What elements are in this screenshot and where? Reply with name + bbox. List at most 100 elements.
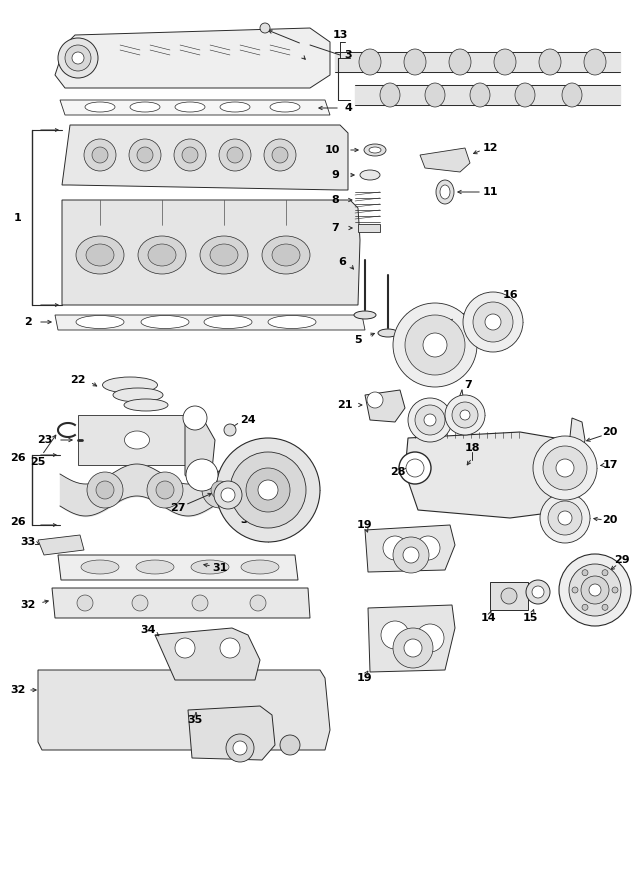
Circle shape <box>264 139 296 171</box>
Ellipse shape <box>359 49 381 75</box>
Text: 18: 18 <box>464 443 480 453</box>
Text: 26: 26 <box>10 517 26 527</box>
Circle shape <box>224 424 236 436</box>
Circle shape <box>381 621 409 649</box>
Circle shape <box>211 481 229 499</box>
Text: 13: 13 <box>332 30 348 40</box>
Text: 20: 20 <box>602 515 618 525</box>
Polygon shape <box>185 410 215 490</box>
Text: 11: 11 <box>483 187 498 197</box>
Ellipse shape <box>440 185 450 199</box>
Text: 29: 29 <box>614 555 630 565</box>
Text: 35: 35 <box>188 715 203 725</box>
Ellipse shape <box>125 431 150 449</box>
Text: 14: 14 <box>480 613 496 623</box>
Circle shape <box>192 595 208 611</box>
Text: 8: 8 <box>331 195 339 205</box>
Text: 33: 33 <box>20 537 36 547</box>
Polygon shape <box>38 535 84 555</box>
Text: 22: 22 <box>70 375 86 385</box>
Ellipse shape <box>210 244 238 266</box>
Circle shape <box>532 586 544 598</box>
Circle shape <box>65 45 91 71</box>
Polygon shape <box>368 605 455 672</box>
Circle shape <box>485 314 501 330</box>
Polygon shape <box>58 555 298 580</box>
Circle shape <box>221 488 235 502</box>
Polygon shape <box>62 125 348 190</box>
Ellipse shape <box>470 83 490 107</box>
Text: 7: 7 <box>464 380 472 390</box>
Ellipse shape <box>380 83 400 107</box>
Ellipse shape <box>404 49 426 75</box>
Circle shape <box>137 147 153 163</box>
Circle shape <box>156 481 174 499</box>
Circle shape <box>174 139 206 171</box>
Text: 32: 32 <box>10 685 26 695</box>
Text: 19: 19 <box>357 673 373 683</box>
Circle shape <box>445 395 485 435</box>
Text: 6: 6 <box>338 257 346 267</box>
Text: 25: 25 <box>30 457 45 467</box>
Ellipse shape <box>364 144 386 156</box>
Polygon shape <box>420 148 470 172</box>
Text: 19: 19 <box>357 520 373 530</box>
Ellipse shape <box>241 560 279 574</box>
Circle shape <box>186 459 218 491</box>
Ellipse shape <box>360 170 380 180</box>
Polygon shape <box>52 588 310 618</box>
Circle shape <box>399 452 431 484</box>
Circle shape <box>227 147 243 163</box>
Ellipse shape <box>113 388 163 402</box>
Circle shape <box>92 147 108 163</box>
Circle shape <box>367 392 383 408</box>
Circle shape <box>216 438 320 542</box>
Ellipse shape <box>562 83 582 107</box>
Ellipse shape <box>148 244 176 266</box>
Circle shape <box>406 459 424 477</box>
Bar <box>358 224 380 232</box>
Polygon shape <box>365 390 405 422</box>
Circle shape <box>280 735 300 755</box>
Circle shape <box>473 302 513 342</box>
Circle shape <box>246 468 290 512</box>
Ellipse shape <box>220 102 250 112</box>
Ellipse shape <box>102 377 157 393</box>
Circle shape <box>602 570 608 576</box>
Ellipse shape <box>191 560 229 574</box>
Polygon shape <box>78 415 195 465</box>
Ellipse shape <box>136 560 174 574</box>
Ellipse shape <box>369 147 381 153</box>
Circle shape <box>405 315 465 375</box>
Circle shape <box>533 436 597 500</box>
Circle shape <box>540 493 590 543</box>
Circle shape <box>129 139 161 171</box>
Text: 10: 10 <box>324 145 340 155</box>
Circle shape <box>556 459 574 477</box>
Circle shape <box>582 604 588 611</box>
Text: 32: 32 <box>20 600 36 610</box>
Polygon shape <box>55 28 330 88</box>
Text: 23: 23 <box>37 435 52 445</box>
Circle shape <box>226 734 254 762</box>
Polygon shape <box>55 315 365 330</box>
Ellipse shape <box>130 102 160 112</box>
Ellipse shape <box>175 102 205 112</box>
Circle shape <box>589 584 601 596</box>
Text: 16: 16 <box>502 290 518 300</box>
Text: 20: 20 <box>602 427 618 437</box>
Circle shape <box>452 402 478 428</box>
Ellipse shape <box>270 102 300 112</box>
Ellipse shape <box>76 315 124 328</box>
Circle shape <box>219 139 251 171</box>
Circle shape <box>558 511 572 525</box>
Ellipse shape <box>200 236 248 274</box>
Circle shape <box>233 741 247 755</box>
Circle shape <box>132 595 148 611</box>
Circle shape <box>258 480 278 500</box>
Polygon shape <box>60 100 330 115</box>
Circle shape <box>548 501 582 535</box>
Polygon shape <box>568 418 585 462</box>
Circle shape <box>72 52 84 64</box>
Ellipse shape <box>141 315 189 328</box>
